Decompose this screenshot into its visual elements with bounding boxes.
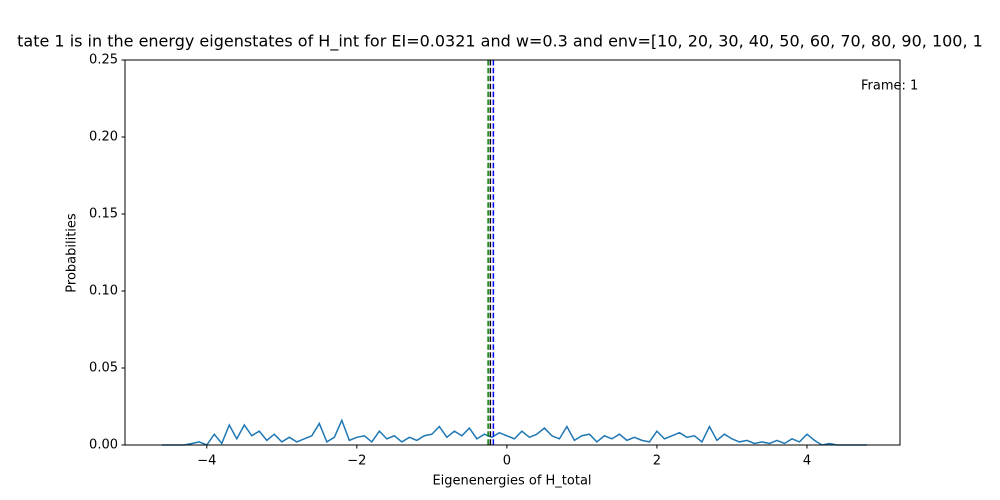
x-tick-label: 0: [503, 454, 511, 469]
chart-title: tate 1 is in the energy eigenstates of H…: [17, 32, 983, 52]
x-tick-label: −4: [197, 454, 216, 469]
x-tick-label: 4: [803, 454, 811, 469]
annotation: Frame: 1: [861, 79, 918, 94]
plot-frame: [124, 59, 901, 446]
y-axis-label: Probabilities: [65, 213, 80, 293]
y-tick-label: 0.10: [89, 284, 118, 299]
data-line: [161, 418, 867, 446]
y-tick-label: 0.20: [89, 130, 118, 145]
y-tick-label: 0.15: [89, 207, 118, 222]
y-tick-label: 0.05: [89, 361, 118, 376]
y-tick-label: 0.00: [89, 438, 118, 453]
y-tick-label: 0.25: [89, 53, 118, 68]
x-tick-label: −2: [347, 454, 366, 469]
x-tick-label: 2: [653, 454, 661, 469]
x-axis-label: Eigenenergies of H_total: [432, 474, 591, 489]
